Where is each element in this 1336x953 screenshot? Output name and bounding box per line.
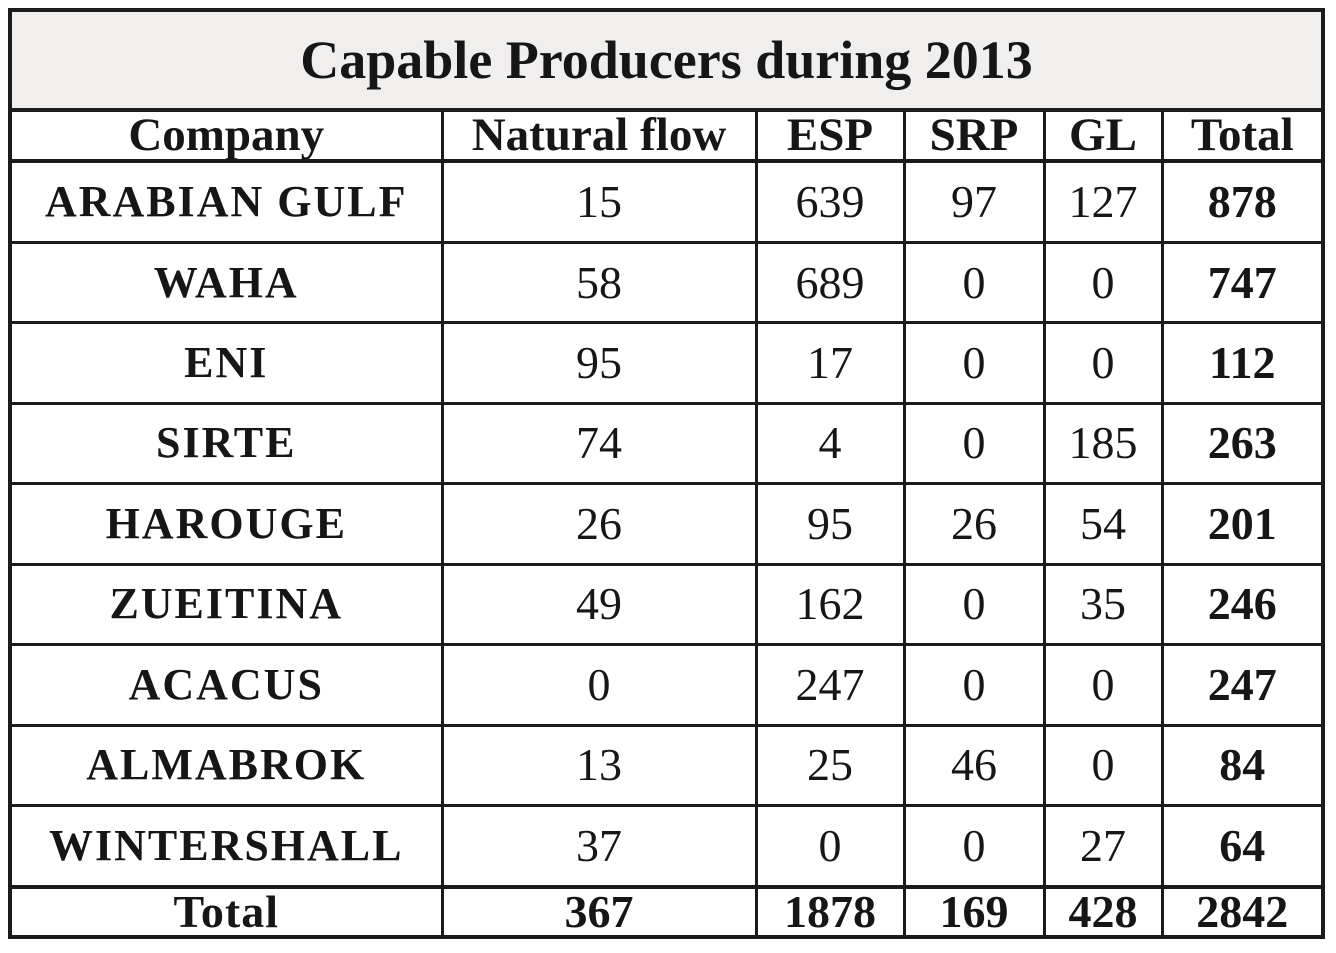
column-header-srp: SRP: [902, 108, 1046, 163]
value-cell: 247: [754, 643, 906, 727]
row-total-cell: 112: [1160, 321, 1325, 405]
value-cell: 27: [1042, 804, 1164, 889]
table-row-eni: ENI 95 17 0 0 112: [8, 321, 1325, 405]
value-cell: 185: [1042, 401, 1164, 486]
value-cell: 0: [902, 240, 1046, 325]
value-cell: 0: [1042, 643, 1164, 727]
company-cell: WAHA: [8, 240, 444, 325]
totals-value-cell: 367: [440, 885, 758, 939]
value-cell: 0: [754, 804, 906, 889]
value-cell: 162: [754, 562, 906, 647]
totals-value-cell: 428: [1042, 885, 1164, 939]
column-header-esp: ESP: [754, 108, 906, 163]
table-row-harouge: HAROUGE 26 95 26 54 201: [8, 482, 1325, 566]
row-total-cell: 247: [1160, 643, 1325, 727]
row-total-cell: 878: [1160, 159, 1325, 244]
company-cell: SIRTE: [8, 401, 444, 486]
column-header-company: Company: [8, 108, 444, 163]
table-row-wintershall: WINTERSHALL 37 0 0 27 64: [8, 804, 1325, 889]
value-cell: 4: [754, 401, 906, 486]
table-row-arabian-gulf: ARABIAN GULF 15 639 97 127 878: [8, 159, 1325, 244]
table-title: Capable Producers during 2013: [8, 8, 1325, 112]
value-cell: 639: [754, 159, 906, 244]
totals-value-cell: 169: [902, 885, 1046, 939]
value-cell: 25: [754, 723, 906, 808]
totals-row-total-cell: 2842: [1160, 885, 1325, 939]
table-figure: Capable Producers during 2013 Company Nat…: [8, 8, 1326, 939]
value-cell: 54: [1042, 482, 1164, 566]
value-cell: 689: [754, 240, 906, 325]
column-header-total: Total: [1160, 108, 1325, 163]
totals-row: Total 367 1878 169 428 2842: [8, 885, 1325, 939]
column-header-row: Company Natural flow ESP SRP GL Total: [8, 108, 1325, 163]
value-cell: 127: [1042, 159, 1164, 244]
table-row-zueitina: ZUEITINA 49 162 0 35 246: [8, 562, 1325, 647]
value-cell: 58: [440, 240, 758, 325]
value-cell: 35: [1042, 562, 1164, 647]
table-title-row: Capable Producers during 2013: [8, 8, 1325, 112]
table-row-sirte: SIRTE 74 4 0 185 263: [8, 401, 1325, 486]
table-row-waha: WAHA 58 689 0 0 747: [8, 240, 1325, 325]
value-cell: 46: [902, 723, 1046, 808]
value-cell: 74: [440, 401, 758, 486]
column-header-natural-flow: Natural flow: [440, 108, 758, 163]
row-total-cell: 64: [1160, 804, 1325, 889]
row-total-cell: 84: [1160, 723, 1325, 808]
value-cell: 95: [440, 321, 758, 405]
value-cell: 95: [754, 482, 906, 566]
totals-value-cell: 1878: [754, 885, 906, 939]
company-cell: ACACUS: [8, 643, 444, 727]
value-cell: 0: [1042, 321, 1164, 405]
company-cell: ALMABROK: [8, 723, 444, 808]
company-cell: HAROUGE: [8, 482, 444, 566]
row-total-cell: 246: [1160, 562, 1325, 647]
value-cell: 0: [902, 321, 1046, 405]
value-cell: 0: [440, 643, 758, 727]
value-cell: 97: [902, 159, 1046, 244]
value-cell: 26: [902, 482, 1046, 566]
value-cell: 15: [440, 159, 758, 244]
table-row-almabrok: ALMABROK 13 25 46 0 84: [8, 723, 1325, 808]
column-header-gl: GL: [1042, 108, 1164, 163]
row-total-cell: 263: [1160, 401, 1325, 486]
company-cell: ENI: [8, 321, 444, 405]
value-cell: 0: [1042, 723, 1164, 808]
capable-producers-table: Capable Producers during 2013 Company Nat…: [8, 8, 1326, 939]
value-cell: 13: [440, 723, 758, 808]
totals-label-cell: Total: [8, 885, 444, 939]
value-cell: 37: [440, 804, 758, 889]
row-total-cell: 201: [1160, 482, 1325, 566]
value-cell: 17: [754, 321, 906, 405]
value-cell: 0: [902, 401, 1046, 486]
table-row-acacus: ACACUS 0 247 0 0 247: [8, 643, 1325, 727]
value-cell: 49: [440, 562, 758, 647]
value-cell: 0: [1042, 240, 1164, 325]
value-cell: 0: [902, 562, 1046, 647]
company-cell: ZUEITINA: [8, 562, 444, 647]
company-cell: ARABIAN GULF: [8, 159, 444, 244]
company-cell: WINTERSHALL: [8, 804, 444, 889]
row-total-cell: 747: [1160, 240, 1325, 325]
value-cell: 0: [902, 804, 1046, 889]
value-cell: 0: [902, 643, 1046, 727]
value-cell: 26: [440, 482, 758, 566]
